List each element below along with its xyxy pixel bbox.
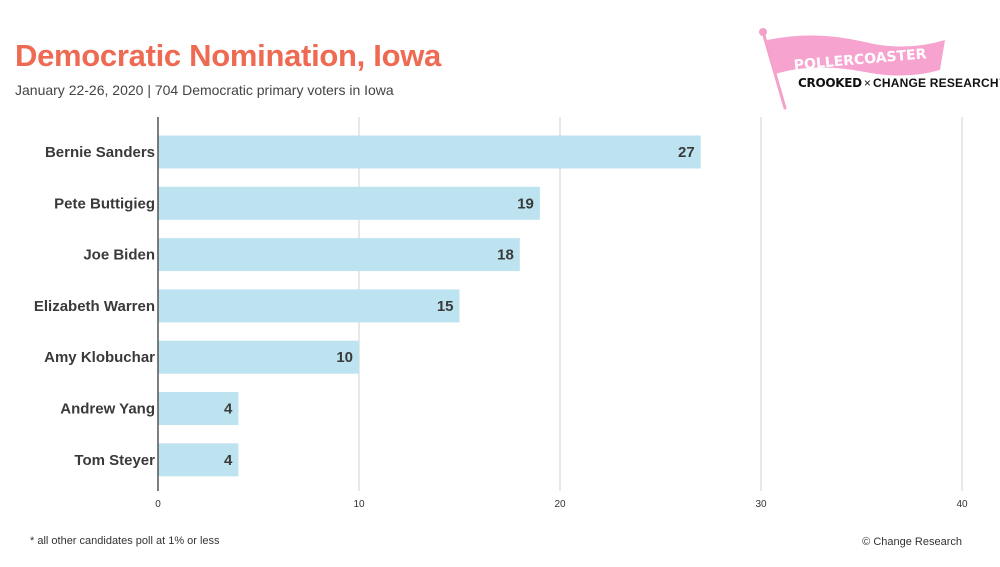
chart-title: Democratic Nomination, Iowa <box>15 38 441 73</box>
category-label: Elizabeth Warren <box>34 298 155 315</box>
pollercoaster-logo: POLLERCOASTER CROOKED × CHANGE RESEARCH™ <box>755 26 1000 116</box>
bar <box>158 238 520 272</box>
logo-brand-line: CROOKED × CHANGE RESEARCH™ <box>798 76 1000 90</box>
bars: 27 19 18 15 10 4 4 <box>158 135 701 477</box>
credit: © Change Research <box>862 536 962 548</box>
bar <box>158 392 239 425</box>
data-label: 4 <box>224 401 233 418</box>
chart-subtitle: January 22-26, 2020 | 704 Democratic pri… <box>15 82 394 98</box>
x-tick-label: 10 <box>353 499 365 510</box>
bar <box>158 289 460 323</box>
x-tick-label: 0 <box>155 499 161 510</box>
flag-icon: POLLERCOASTER <box>759 28 945 110</box>
category-label: Andrew Yang <box>60 401 155 418</box>
logo-brand: CROOKED <box>798 76 862 90</box>
category-label: Tom Steyer <box>74 452 155 469</box>
category-label: Amy Klobuchar <box>44 349 155 366</box>
category-label: Bernie Sanders <box>45 144 155 161</box>
x-tick-label: 30 <box>755 499 767 510</box>
category-label: Pete Buttigieg <box>54 195 155 212</box>
data-label: 10 <box>336 349 353 366</box>
bar <box>158 340 359 374</box>
logo-separator: × <box>863 76 872 90</box>
data-label: 27 <box>678 144 695 161</box>
data-label: 4 <box>224 452 233 469</box>
bar <box>158 443 239 477</box>
category-labels: Bernie Sanders Pete Buttigieg Joe Biden Eli… <box>34 144 155 469</box>
bar <box>158 135 701 169</box>
category-label: Joe Biden <box>83 247 155 264</box>
logo-partner: CHANGE RESEARCH™ <box>873 76 1000 90</box>
data-label: 19 <box>517 195 534 212</box>
x-tick-label: 20 <box>554 499 566 510</box>
bar <box>158 186 540 220</box>
x-axis-ticks: 0 10 20 30 40 <box>155 499 968 510</box>
data-label: 15 <box>437 298 454 315</box>
data-label: 18 <box>497 247 514 264</box>
x-tick-label: 40 <box>956 499 968 510</box>
footnote: * all other candidates poll at 1% or les… <box>30 535 220 547</box>
